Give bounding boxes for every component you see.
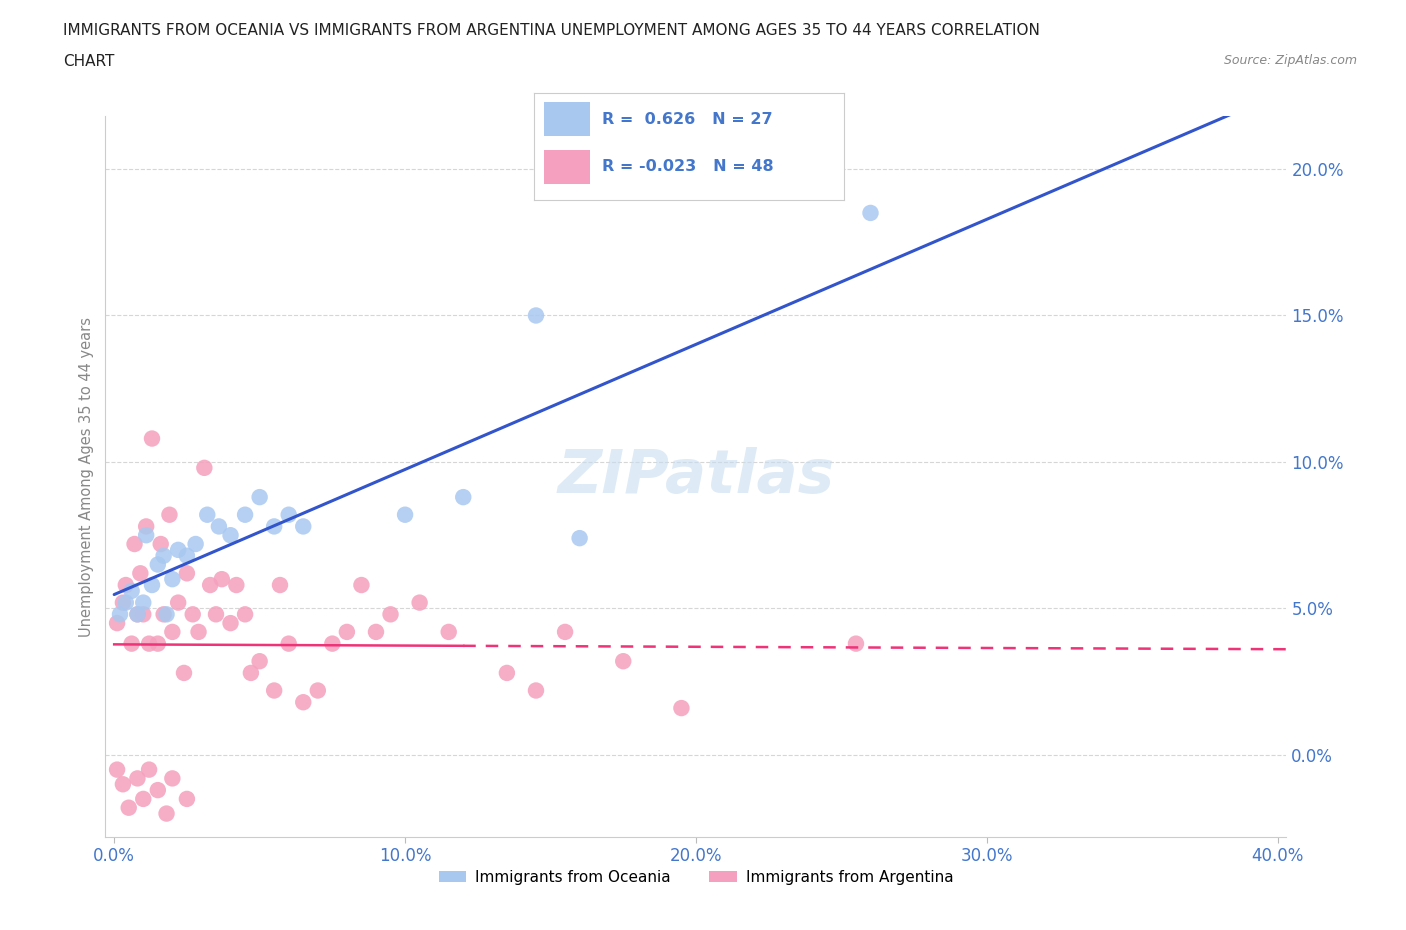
Bar xyxy=(544,101,591,136)
Text: IMMIGRANTS FROM OCEANIA VS IMMIGRANTS FROM ARGENTINA UNEMPLOYMENT AMONG AGES 35 : IMMIGRANTS FROM OCEANIA VS IMMIGRANTS FR… xyxy=(63,23,1040,38)
Point xyxy=(671,700,693,715)
Point xyxy=(350,578,373,592)
Point xyxy=(124,537,146,551)
Point xyxy=(167,542,190,557)
Point xyxy=(437,624,460,639)
Point xyxy=(336,624,359,639)
Point xyxy=(208,519,231,534)
Point xyxy=(181,607,204,622)
Point xyxy=(132,595,155,610)
Point xyxy=(364,624,387,639)
Point xyxy=(138,636,160,651)
Point xyxy=(187,624,209,639)
Point xyxy=(225,578,247,592)
Point xyxy=(129,565,152,580)
Point xyxy=(176,565,198,580)
Point xyxy=(394,507,416,522)
Point xyxy=(524,308,547,323)
Point xyxy=(114,595,136,610)
Point xyxy=(141,578,163,592)
Point xyxy=(146,636,169,651)
Point xyxy=(111,777,134,791)
Point xyxy=(141,432,163,446)
Point xyxy=(132,791,155,806)
Point xyxy=(114,578,136,592)
Point xyxy=(155,806,177,821)
Point xyxy=(263,683,285,698)
Point xyxy=(380,607,402,622)
Point xyxy=(127,607,149,622)
Point xyxy=(239,666,262,681)
Legend: Immigrants from Oceania, Immigrants from Argentina: Immigrants from Oceania, Immigrants from… xyxy=(433,863,959,891)
Point xyxy=(146,783,169,798)
Bar xyxy=(544,150,591,184)
Point xyxy=(219,616,242,631)
Point xyxy=(249,654,271,669)
Text: R =  0.626   N = 27: R = 0.626 N = 27 xyxy=(602,113,773,127)
Point xyxy=(162,572,184,587)
Point xyxy=(176,791,198,806)
Point xyxy=(152,607,174,622)
Text: R = -0.023   N = 48: R = -0.023 N = 48 xyxy=(602,159,773,174)
Point xyxy=(277,636,299,651)
Point xyxy=(152,549,174,564)
Point xyxy=(162,771,184,786)
Text: ZIPatlas: ZIPatlas xyxy=(557,447,835,506)
Point xyxy=(859,206,882,220)
Point xyxy=(269,578,291,592)
Point xyxy=(118,800,141,815)
Text: CHART: CHART xyxy=(63,54,115,69)
Point xyxy=(568,531,591,546)
Point xyxy=(132,607,155,622)
Point xyxy=(135,528,157,543)
Point xyxy=(111,595,134,610)
Point xyxy=(184,537,207,551)
Point xyxy=(277,507,299,522)
Point xyxy=(159,507,181,522)
Point xyxy=(198,578,221,592)
Point xyxy=(105,763,128,777)
Point xyxy=(612,654,634,669)
Point xyxy=(195,507,218,522)
Point xyxy=(173,666,195,681)
Point xyxy=(149,537,172,551)
Point xyxy=(233,607,256,622)
Point xyxy=(451,490,474,505)
Point xyxy=(127,607,149,622)
Point xyxy=(292,519,315,534)
Point xyxy=(193,460,215,475)
Point xyxy=(408,595,430,610)
Point xyxy=(121,583,143,598)
Point xyxy=(233,507,256,522)
Point xyxy=(176,549,198,564)
Point xyxy=(135,519,157,534)
Point xyxy=(211,572,233,587)
Point xyxy=(307,683,329,698)
Text: Source: ZipAtlas.com: Source: ZipAtlas.com xyxy=(1223,54,1357,67)
Point xyxy=(108,607,131,622)
Point xyxy=(263,519,285,534)
Point xyxy=(105,616,128,631)
Point xyxy=(524,683,547,698)
Point xyxy=(155,607,177,622)
Point xyxy=(292,695,315,710)
Point xyxy=(321,636,343,651)
Point xyxy=(845,636,868,651)
Point xyxy=(205,607,228,622)
Point xyxy=(162,624,184,639)
Point xyxy=(146,557,169,572)
Point xyxy=(249,490,271,505)
Point xyxy=(138,763,160,777)
Point xyxy=(127,771,149,786)
Point xyxy=(121,636,143,651)
Point xyxy=(167,595,190,610)
Y-axis label: Unemployment Among Ages 35 to 44 years: Unemployment Among Ages 35 to 44 years xyxy=(79,316,94,637)
Point xyxy=(554,624,576,639)
Point xyxy=(496,666,519,681)
Point xyxy=(219,528,242,543)
